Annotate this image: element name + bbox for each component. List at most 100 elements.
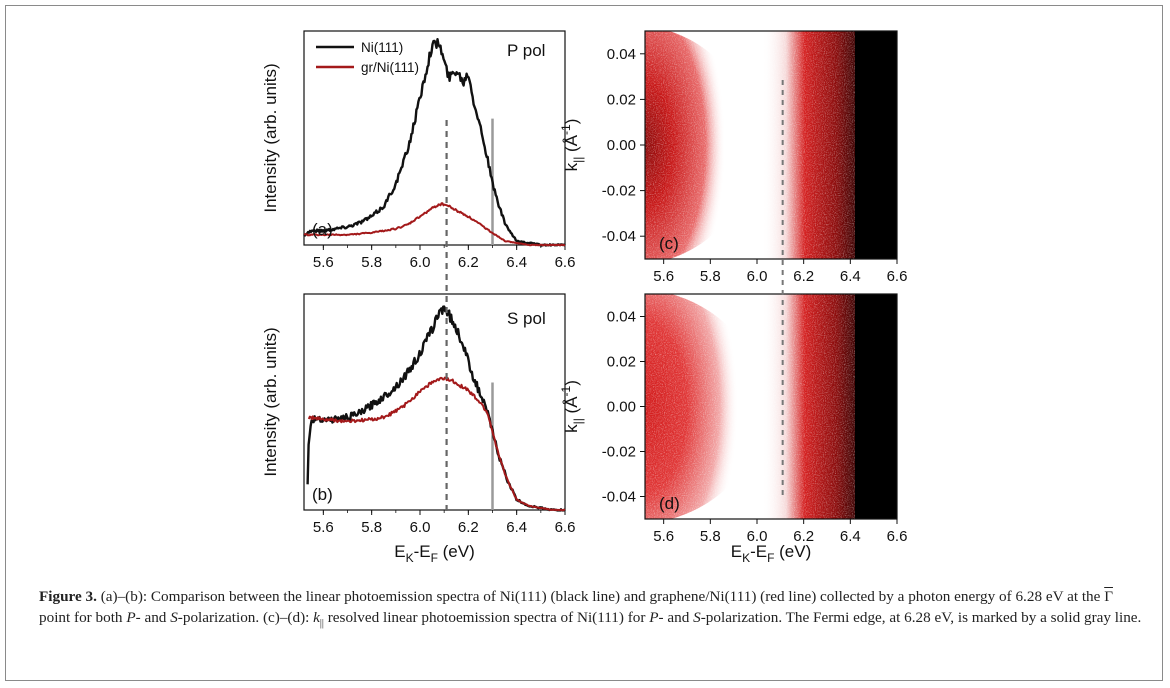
- legend-label-gr-ni111: gr/Ni(111): [361, 60, 419, 75]
- caption-text-3: - and: [135, 609, 171, 626]
- y-axis-label: k|| (Å-1): [559, 380, 585, 433]
- series-line-gr-ni111: [303, 202, 566, 247]
- x-tick-label: 6.0: [747, 268, 768, 285]
- caption-title: Figure 3.: [39, 588, 97, 605]
- y-tick-label: 0.00: [607, 137, 636, 154]
- polarization-label-b: S pol: [507, 309, 546, 328]
- x-tick-label: 6.4: [840, 528, 861, 545]
- caption-k-sub: ||: [319, 618, 324, 630]
- x-axis-label: EK-EF (eV): [731, 542, 812, 565]
- y-axis-label-part: k: [562, 162, 581, 171]
- y-axis-label: Intensity (arb. units): [261, 63, 280, 212]
- x-axis-label-part: -E: [414, 542, 431, 561]
- panel-label-c: (c): [659, 234, 679, 253]
- x-axis-label-part: -E: [750, 542, 767, 561]
- caption-p2: P: [649, 609, 659, 626]
- caption-gamma: Γ: [1104, 588, 1113, 605]
- x-axis-label-part: E: [731, 542, 742, 561]
- caption-p: P: [126, 609, 136, 626]
- caption-text-4: -polarization. (c)–(d):: [177, 609, 314, 626]
- x-tick-label: 6.0: [410, 254, 431, 271]
- x-axis-label-part: E: [394, 542, 405, 561]
- y-axis-label-part: (Å: [562, 134, 581, 156]
- x-tick-label: 6.2: [458, 254, 479, 271]
- plot-frame: [303, 30, 566, 246]
- caption-text-7: -polarization. The Fermi edge, at 6.28 e…: [700, 609, 1142, 626]
- x-tick-label: 6.2: [793, 268, 814, 285]
- series-line-ni111: [303, 38, 566, 247]
- y-axis-label-part: k: [562, 424, 581, 433]
- y-axis-label-part: -1: [559, 385, 573, 396]
- x-tick-label: 5.8: [361, 254, 382, 271]
- y-tick-label: -0.02: [602, 444, 636, 461]
- polarization-label-a: P pol: [507, 41, 545, 60]
- panel-c: 5.6 5.8 6.0 6.2 6.4 6.6 0.04 0.02 0.00 -0.02 -0.04…: [559, 30, 907, 285]
- speckle-noise: [645, 31, 855, 259]
- above-fermi-region: [855, 294, 897, 519]
- speckle-noise: [645, 294, 855, 519]
- y-axis-label-part: ||: [571, 418, 585, 424]
- panel-d: 5.6 5.8 6.0 6.2 6.4 6.6 0.04 0.02 0.00 -0.02 -0.04…: [559, 293, 908, 545]
- legend-label-ni111: Ni(111): [361, 40, 403, 55]
- caption-s2: S: [693, 609, 701, 626]
- y-axis-label-part: ||: [571, 157, 585, 163]
- x-axis-label-part: (eV): [774, 542, 811, 561]
- x-axis-label-part: F: [431, 551, 438, 565]
- y-axis-label-part: ): [562, 119, 581, 125]
- x-tick-label: 5.8: [700, 528, 721, 545]
- x-axis-label-part: K: [742, 551, 750, 565]
- y-tick-label: -0.04: [602, 228, 636, 245]
- y-axis-label-part: (Å: [562, 396, 581, 418]
- y-axis-label-part: -1: [559, 124, 573, 135]
- series-line-ni111: [306, 305, 566, 512]
- y-tick-label: -0.04: [602, 489, 636, 506]
- panel-a: 5.6 5.8 6.0 6.2 6.4 6.6 (a) P pol Intensity (arb…: [261, 30, 576, 271]
- map-image-c: [645, 31, 897, 259]
- panel-label-d: (d): [659, 494, 680, 513]
- panel-b: 5.6 5.8 6.0 6.2 6.4 6.6 (b) S pol Intensity (arb…: [261, 293, 576, 536]
- figure-frame: [5, 5, 1163, 681]
- x-axis-label-part: K: [406, 551, 414, 565]
- x-tick-label: 5.8: [361, 519, 382, 536]
- caption-text-6: - and: [658, 609, 694, 626]
- y-tick-label: -0.02: [602, 183, 636, 200]
- caption-s: S: [170, 609, 178, 626]
- y-tick-label: 0.00: [607, 399, 636, 416]
- x-tick-label: 5.8: [700, 268, 721, 285]
- plot-frame: [303, 293, 566, 511]
- x-tick-label: 6.6: [555, 519, 576, 536]
- x-tick-label: 6.4: [506, 519, 527, 536]
- figure-caption: Figure 3. (a)–(b): Comparison between th…: [39, 586, 1144, 634]
- panel-label-a: (a): [312, 220, 333, 239]
- y-axis-label: k|| (Å-1): [559, 119, 585, 172]
- panel-label-b: (b): [312, 485, 333, 504]
- y-tick-label: 0.04: [607, 309, 636, 326]
- shared-labels: EK-EF (eV) EK-EF (eV): [394, 80, 811, 565]
- x-tick-label: 6.4: [840, 268, 861, 285]
- x-tick-label: 6.4: [506, 254, 527, 271]
- caption-text-1: (a)–(b): Comparison between the linear p…: [96, 588, 1105, 605]
- x-tick-label: 6.6: [555, 254, 576, 271]
- y-tick-label: 0.02: [607, 91, 636, 108]
- y-tick-label: 0.02: [607, 354, 636, 371]
- caption-k: k: [313, 609, 320, 626]
- above-fermi-region: [855, 31, 897, 259]
- y-axis-label-part: ): [562, 380, 581, 386]
- map-image-d: [645, 294, 897, 519]
- x-tick-label: 5.6: [313, 254, 334, 271]
- x-tick-label: 6.0: [410, 519, 431, 536]
- x-axis-label-part: F: [767, 551, 774, 565]
- x-axis-label-part: (eV): [438, 542, 475, 561]
- x-tick-label: 5.6: [653, 528, 674, 545]
- caption-text-5: resolved linear photoemission spectra of…: [323, 609, 650, 626]
- x-tick-label: 6.6: [887, 528, 908, 545]
- x-axis-label: EK-EF (eV): [394, 542, 475, 565]
- series-line-gr-ni111: [307, 376, 566, 512]
- y-tick-label: 0.04: [607, 46, 636, 63]
- y-axis-label: Intensity (arb. units): [261, 327, 280, 476]
- x-tick-label: 5.6: [653, 268, 674, 285]
- caption-text-2: point for both: [39, 609, 127, 626]
- x-tick-label: 6.0: [747, 528, 768, 545]
- x-tick-label: 6.2: [793, 528, 814, 545]
